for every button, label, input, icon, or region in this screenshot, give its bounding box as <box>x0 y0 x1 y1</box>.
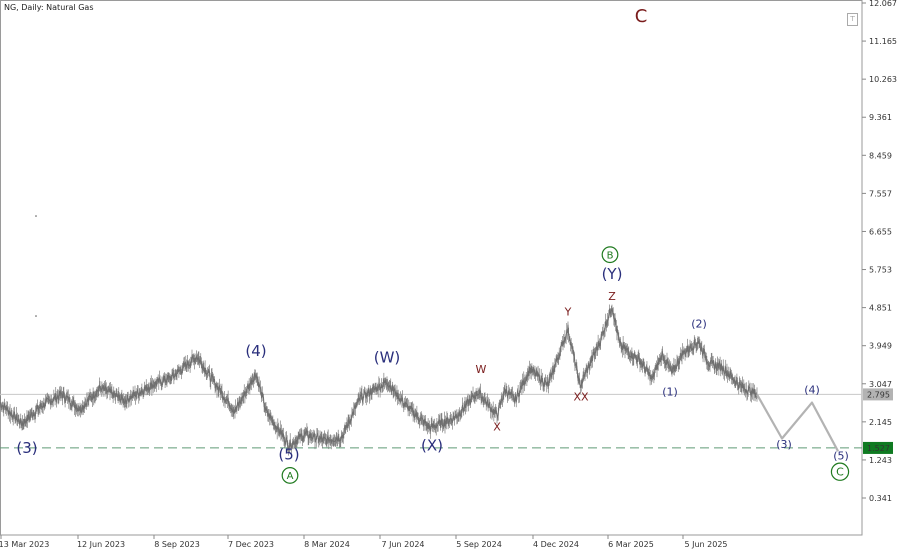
y-tick-label: 6.655 <box>869 227 892 236</box>
current-price-label: 2.795 <box>867 390 890 399</box>
x-tick-label: 13 Mar 2023 <box>0 540 49 549</box>
x-tick-label: 4 Dec 2024 <box>533 540 579 549</box>
wave-label: Z <box>608 290 616 303</box>
wave-label: (X) <box>421 436 443 454</box>
wave-label: (3) <box>776 438 792 451</box>
wave-label-circle <box>601 246 619 264</box>
wave-label: C <box>836 466 844 479</box>
wave-label: (1) <box>662 385 678 398</box>
y-tick-label: 8.459 <box>869 151 892 160</box>
wave-label: A <box>287 471 294 482</box>
y-tick-label: 9.361 <box>869 113 892 122</box>
x-tick-label: 7 Dec 2023 <box>228 540 274 549</box>
y-tick-label: 11.165 <box>869 37 897 46</box>
x-tick-label: 6 Mar 2025 <box>608 540 654 549</box>
y-tick-label: 5.753 <box>869 266 892 275</box>
wave-label: (W) <box>374 349 401 367</box>
wave-label: (4) <box>245 342 266 360</box>
wave-labels-group: (3) (4) (5) A (W) (X) W X Y XX Z B (Y) C (1) (2) (3) (4) (… <box>16 6 850 484</box>
wave-label: X <box>493 421 501 434</box>
plot-frame <box>0 0 863 536</box>
wave-label: C <box>635 6 648 27</box>
wave-label: Y <box>564 306 572 319</box>
x-tick-label: 7 Jun 2024 <box>381 540 424 549</box>
x-tick-label: 12 Jun 2023 <box>77 540 125 549</box>
wave-label: (5) <box>278 446 299 464</box>
wave-label: (3) <box>16 439 37 457</box>
y-tick-label: 0.341 <box>869 494 892 503</box>
scroll-end-icon[interactable]: ⊤ <box>847 13 858 26</box>
wave-label: (Y) <box>602 265 623 283</box>
y-tick-label: 1.243 <box>869 456 892 465</box>
chart-title: NG, Daily: Natural Gas <box>4 3 94 12</box>
x-tick-label: 8 Sep 2023 <box>154 540 200 549</box>
current-price-badge <box>863 388 893 401</box>
x-tick-label: 5 Sep 2024 <box>456 540 502 549</box>
wave-label: B <box>607 250 614 261</box>
support-price-label: 1.527 <box>867 444 890 453</box>
marker-dot <box>35 215 37 217</box>
price-badges-group: 2.795 1.527 <box>863 388 893 454</box>
x-tick-label: 5 Jun 2025 <box>684 540 727 549</box>
wave-label-circle <box>830 462 850 481</box>
wave-label: (2) <box>691 317 707 330</box>
wave-label: (4) <box>804 383 820 396</box>
wave-label: (5) <box>833 450 849 463</box>
y-tick-label: 7.557 <box>869 189 892 198</box>
support-price-badge <box>863 441 893 454</box>
y-tick-label: 4.851 <box>869 304 892 313</box>
marker-dot <box>35 315 37 317</box>
wave-label-circle <box>281 467 299 484</box>
y-tick-label: 3.949 <box>869 342 892 351</box>
y-tick-label: 2.145 <box>869 418 892 427</box>
y-tick-label: 10.263 <box>869 75 897 84</box>
price-series-group <box>0 304 758 456</box>
y-tick-label: 3.047 <box>869 380 892 389</box>
forecast-path <box>756 393 839 452</box>
x-tick-label: 8 Mar 2024 <box>304 540 350 549</box>
wave-label: W <box>476 363 487 376</box>
projection-group <box>756 393 839 452</box>
wave-label: XX <box>573 391 589 404</box>
y-tick-label: 12.067 <box>869 0 897 8</box>
price-line <box>0 307 758 450</box>
